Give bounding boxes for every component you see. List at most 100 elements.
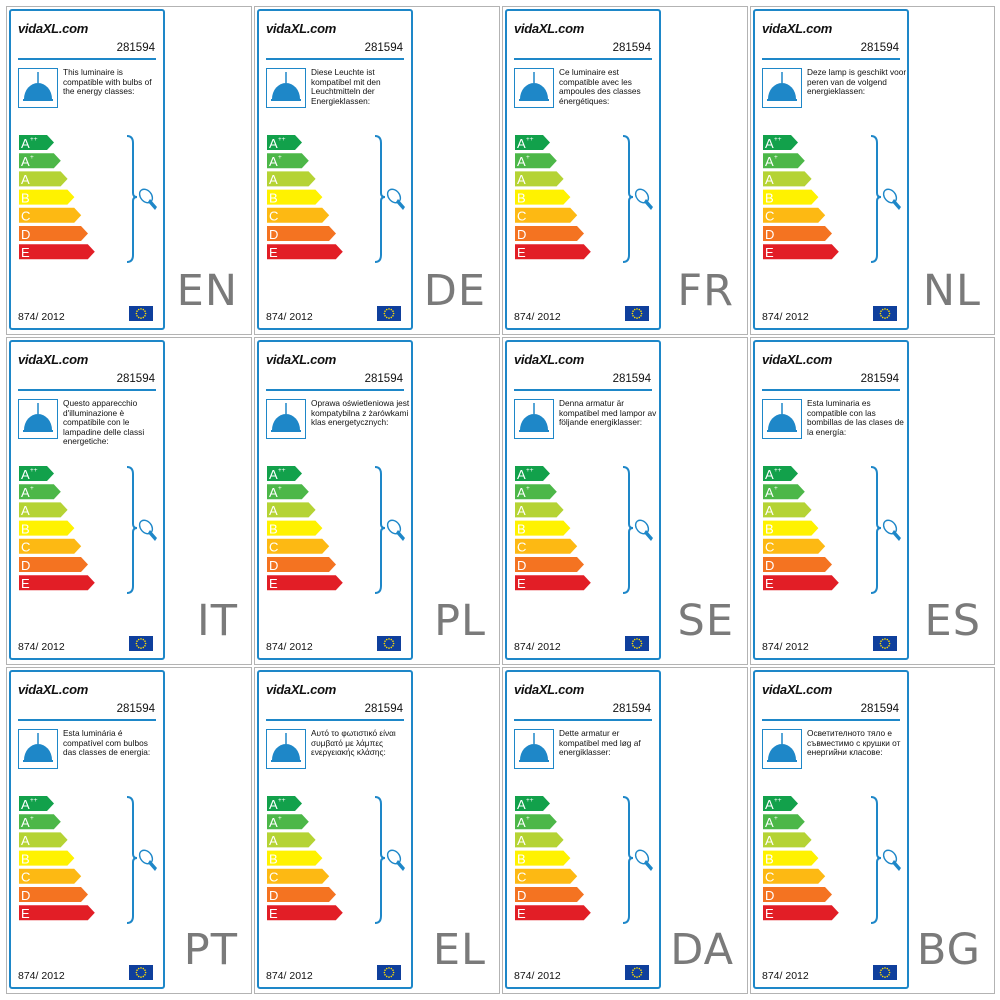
svg-text:E: E [21,906,30,921]
svg-text:A: A [517,172,526,187]
energy-class-d: D [19,226,88,242]
energy-class-aplusplus: A ++ [515,135,550,151]
light-bulb-icon [386,849,405,871]
pendant-lamp-icon [18,399,58,439]
svg-text:A: A [21,815,30,830]
svg-text:+: + [774,815,778,822]
svg-text:B: B [517,190,526,205]
svg-text:E: E [269,576,278,591]
compatibility-text: Deze lamp is geschikt voor peren van de … [807,67,907,97]
language-code: SE [677,596,734,646]
compatibility-bracket [374,135,386,263]
energy-class-aplus: A + [19,153,61,169]
compatibility-bracket [870,796,882,924]
svg-text:B: B [21,521,30,536]
energy-class-c: C [763,538,826,555]
svg-text:C: C [269,870,278,885]
energy-class-b: B [267,850,323,866]
svg-text:B: B [765,190,774,205]
energy-class-b: B [763,520,819,536]
energy-class-aplus: A + [515,814,557,830]
svg-text:++: ++ [278,136,286,143]
svg-text:A: A [517,467,526,482]
header-rule [266,58,404,60]
svg-text:+: + [526,815,530,822]
energy-label-card: vidaXL.com 281594 Denna armatur är kompati… [505,340,661,660]
svg-text:++: ++ [30,136,38,143]
compatibility-bracket [870,466,882,594]
svg-text:+: + [30,815,34,822]
compatibility-bracket [622,466,634,594]
energy-class-d: D [19,557,88,573]
label-cell-de: vidaXL.com 281594 Diese Leuchte ist kompat… [254,6,500,335]
energy-class-e: E [763,575,839,591]
svg-text:D: D [765,888,774,903]
energy-label-card: vidaXL.com 281594 Dette armatur er kompati… [505,670,661,989]
product-code: 281594 [612,373,651,385]
compatibility-text: Ce luminaire est compatible avec les amp… [559,67,641,106]
energy-class-d: D [267,226,336,242]
svg-text:A: A [765,815,774,830]
language-code: IT [197,596,238,646]
energy-class-e: E [515,905,591,921]
label-cell-se: vidaXL.com 281594 Denna armatur är kompati… [502,337,748,665]
svg-text:A: A [765,172,774,187]
product-code: 281594 [364,703,403,715]
svg-text:A: A [269,136,278,151]
energy-class-d: D [515,226,584,242]
pendant-lamp-icon [514,399,554,439]
energy-label-card: vidaXL.com 281594 Questo apparecchio d'ill… [9,340,165,660]
energy-class-e: E [763,905,839,921]
compatibility-bracket [374,466,386,594]
svg-text:A: A [765,797,774,812]
compatibility-bracket [126,466,138,594]
regulation-number: 874/ 2012 [514,641,561,653]
svg-text:A: A [21,154,30,169]
regulation-number: 874/ 2012 [514,311,561,323]
energy-class-d: D [515,887,584,903]
energy-class-aplus: A + [515,153,557,169]
brand-logo: vidaXL.com [18,352,88,367]
light-bulb-icon [138,519,157,541]
svg-text:E: E [765,576,774,591]
energy-class-c: C [267,538,330,555]
regulation-number: 874/ 2012 [514,970,561,982]
energy-class-aplusplus: A ++ [763,796,798,812]
energy-label-card: vidaXL.com 281594 This luminaire is compat… [9,9,165,330]
energy-class-d: D [267,557,336,573]
header-rule [514,58,652,60]
compatibility-text: Oprawa oświetleniowa jest kompatybilna z… [311,398,410,428]
pendant-lamp-icon [266,68,306,108]
energy-class-b: B [515,189,571,205]
energy-class-aplusplus: A ++ [267,466,302,482]
eu-flag-icon [873,636,897,651]
svg-text:A: A [269,172,278,187]
header-rule [762,719,900,721]
svg-text:D: D [765,227,774,242]
energy-class-aplusplus: A ++ [267,796,302,812]
brand-logo: vidaXL.com [266,21,336,36]
header-rule [266,719,404,721]
svg-text:++: ++ [526,467,534,474]
product-code: 281594 [364,373,403,385]
energy-label-card: vidaXL.com 281594 Αυτό το φωτιστικό είναι … [257,670,413,989]
energy-class-c: C [515,207,578,224]
svg-text:++: ++ [526,797,534,804]
header-rule [18,719,156,721]
svg-text:A: A [21,797,30,812]
svg-text:B: B [765,851,774,866]
energy-class-e: E [267,575,343,591]
svg-text:D: D [21,558,30,573]
energy-class-b: B [763,189,819,205]
energy-class-a: A [19,832,68,848]
energy-class-e: E [19,575,95,591]
pendant-lamp-icon [266,399,306,439]
svg-text:D: D [269,558,278,573]
pendant-lamp-icon [514,68,554,108]
svg-text:E: E [21,245,30,260]
energy-class-aplus: A + [267,814,309,830]
